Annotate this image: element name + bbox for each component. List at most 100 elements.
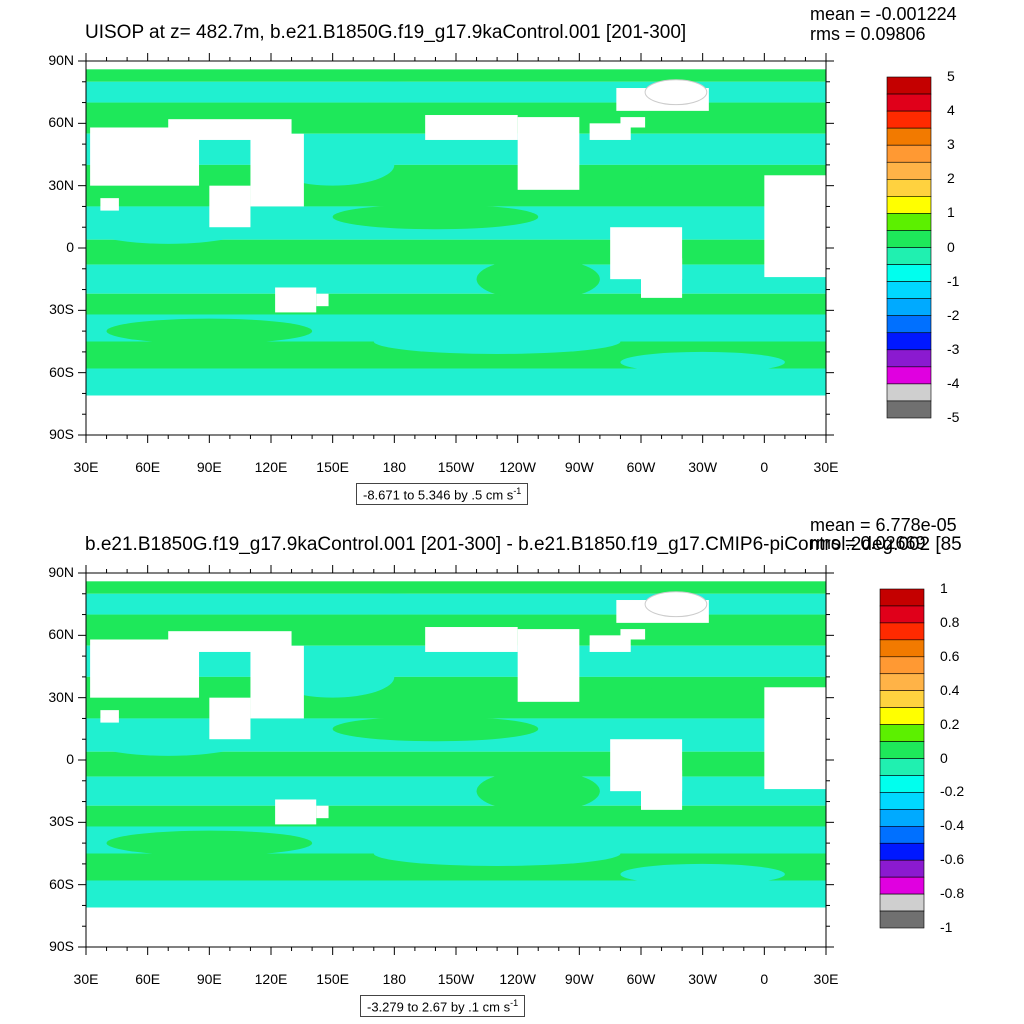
colorbar-label: -5 [947,409,960,425]
lon-tick-label: 30W [688,459,718,475]
lon-tick-label: 120W [499,971,536,987]
plot-title: b.e21.B1850G.f19_g17.9kaControl.001 [201… [85,534,962,555]
rms-text: rms = 0.02669 [810,533,926,553]
colorbar-label: -3 [947,340,960,357]
land-mask [764,687,826,790]
lat-tick-label: 60S [49,363,74,380]
lat-tick-label: 90S [49,426,74,442]
lon-tick-label: 60W [626,971,656,987]
contour-range-label: -3.279 to 2.67 by .1 cm s-1 [360,995,526,1018]
colorbar-label: -0.8 [940,885,965,902]
land-mask [641,258,683,298]
colorbar-swatch [886,196,932,214]
contour-range-label: -8.671 to 5.346 by .5 cm s-1 [356,483,529,506]
ocean-band [86,368,826,396]
lon-tick-label: 150E [316,459,349,475]
lat-tick-label: 60N [48,626,74,643]
land-mask [316,805,329,819]
mean-text: mean = -0.001224 [810,4,957,24]
colorbar-label: -1 [940,919,953,935]
land-mask [641,770,683,810]
colorbar-swatch [879,656,925,675]
land-mask [209,697,251,740]
colorbar-label: 1 [940,580,948,596]
land-mask [275,799,317,825]
lat-tick-label: 60N [48,114,74,131]
colorbar-swatch [886,161,932,180]
rms-text: rms = 0.09806 [810,24,926,44]
colorbar-swatch [879,775,925,793]
colorbar-label: 0.6 [940,647,960,664]
ocean-feature [620,863,785,885]
ocean-band [86,239,826,265]
ocean-feature [641,681,765,715]
lon-tick-label: 90W [564,459,594,475]
land-mask [250,133,304,207]
ocean-feature [641,169,765,203]
colorbar [879,588,925,929]
ocean-band [86,776,826,806]
ocean-band [86,880,826,908]
ocean-feature [476,770,600,812]
land-mask [100,198,119,211]
land-mask [497,395,625,411]
colorbar-swatch [886,383,932,402]
land-mask [425,115,518,140]
colorbar-swatch [879,673,925,692]
land-mask [589,123,631,140]
ocean-band [86,805,826,827]
range-text: -8.671 to 5.346 by .5 cm s [363,487,514,503]
colorbar [886,76,932,419]
lon-tick-label: 120E [254,971,288,987]
colorbar-swatch [886,230,932,248]
colorbar-label: 5 [947,68,955,84]
lon-tick-label: 150W [437,971,475,987]
ocean-feature [373,329,621,354]
colorbar-swatch [879,842,925,861]
colorbar-swatch [879,825,925,844]
ocean-feature [373,841,621,866]
colorbar-swatch [879,758,925,776]
colorbar-swatch [879,893,925,912]
colorbar-swatch [879,792,925,810]
lon-tick-label: 60W [626,459,656,475]
colorbar-swatch [886,264,932,282]
lat-tick-label: 30S [49,301,74,318]
colorbar-swatch [886,213,932,231]
colorbar-swatch [886,179,932,197]
lat-tick-label: 90N [48,52,74,68]
lon-tick-label: 30E [73,971,99,987]
lat-tick-label: 90S [49,938,74,954]
colorbar-swatch [879,741,925,759]
lon-tick-label: 90E [196,971,222,987]
lon-tick-label: 120E [254,459,288,475]
ocean-feature [332,716,539,742]
colorbar-label: 4 [947,102,955,119]
range-text: -3.279 to 2.67 by .1 cm s [367,999,511,1015]
mean-text: mean = 6.778e-05 [810,515,957,535]
land-mask [250,645,304,719]
colorbar-swatch [886,144,932,163]
colorbar-swatch [879,707,925,725]
range-unit-exponent: -1 [510,998,519,1008]
lon-tick-label: 60E [135,971,161,987]
lon-tick-label: 30E [813,459,839,475]
ocean-band [86,293,826,315]
colorbar-swatch [886,315,932,334]
colorbar-swatch [879,622,925,641]
land-mask [497,907,625,923]
lat-tick-label: 0 [66,239,74,255]
lat-tick-label: 0 [66,751,74,767]
colorbar-label: 0.2 [940,715,960,732]
colorbar-label: 3 [947,136,955,153]
lon-tick-label: 0 [760,459,769,475]
colorbar-swatch [879,724,925,742]
land-mask [517,117,580,190]
lon-tick-label: 0 [760,971,769,987]
colorbar-label: -4 [947,374,960,391]
colorbar-swatch [886,281,932,299]
top-panel: UISOP at z= 482.7m, b.e21.B1850G.f19_g17… [48,4,960,506]
lon-tick-label: 150W [437,459,475,475]
land-mask [620,117,646,128]
greenland-cap [644,591,708,618]
